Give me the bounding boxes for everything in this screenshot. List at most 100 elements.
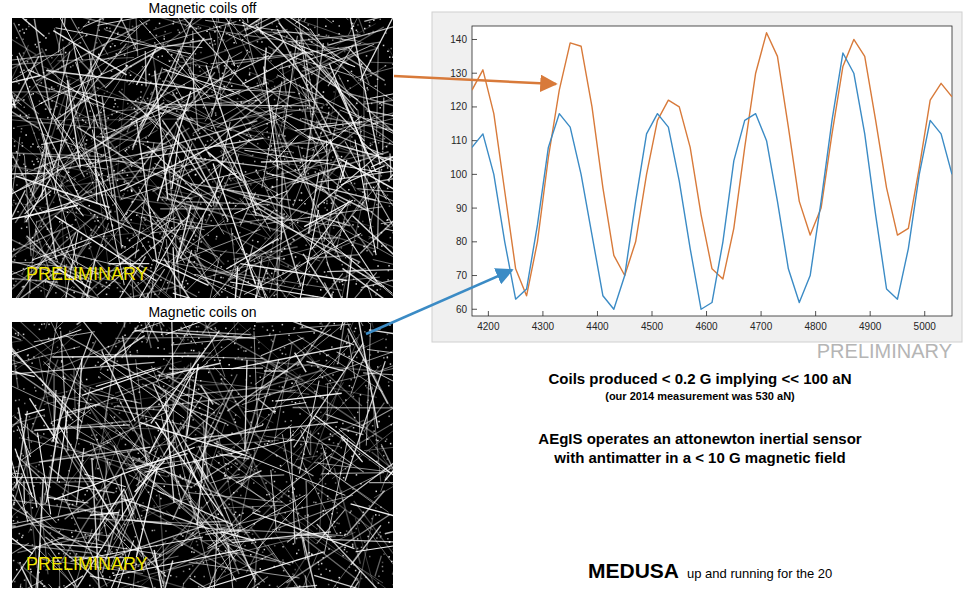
texture-speck xyxy=(76,212,78,214)
texture-line xyxy=(329,83,337,128)
texture-line xyxy=(261,18,265,34)
texture-speck xyxy=(384,224,386,226)
texture-speck xyxy=(339,235,341,237)
texture-speck xyxy=(155,85,157,87)
texture-speck xyxy=(383,45,385,47)
texture-speck xyxy=(86,139,88,141)
texture-line xyxy=(124,72,215,190)
background xyxy=(0,0,968,596)
texture-speck xyxy=(377,289,379,291)
texture-speck xyxy=(254,161,256,163)
texture-speck xyxy=(384,84,386,86)
texture-speck xyxy=(179,161,181,163)
texture-speck xyxy=(19,30,21,32)
texture-speck xyxy=(32,161,33,163)
texture-speck xyxy=(226,33,228,35)
texture-speck xyxy=(24,107,26,109)
texture-speck xyxy=(122,291,124,293)
texture-speck xyxy=(211,220,213,222)
texture-speck xyxy=(381,175,383,177)
texture-speck xyxy=(287,171,289,173)
texture-speck xyxy=(224,49,226,51)
texture-speck xyxy=(233,190,235,192)
texture-speck xyxy=(142,202,144,204)
texture-line xyxy=(244,233,361,294)
texture-speck xyxy=(200,157,202,159)
texture-speck xyxy=(90,213,92,215)
texture-speck xyxy=(304,203,306,205)
texture-line xyxy=(311,66,386,114)
texture-speck xyxy=(171,227,173,229)
texture-speck xyxy=(131,166,133,168)
texture-speck xyxy=(285,146,287,148)
texture-speck xyxy=(90,246,92,248)
texture-speck xyxy=(258,283,260,285)
texture-speck xyxy=(91,259,93,261)
texture-speck xyxy=(100,112,102,114)
texture-line xyxy=(94,114,97,204)
texture-line xyxy=(12,45,29,164)
texture-speck xyxy=(97,160,99,162)
texture-speck xyxy=(235,73,237,75)
texture-speck xyxy=(16,151,17,153)
texture-speck xyxy=(284,108,286,110)
texture-speck xyxy=(375,74,377,76)
texture-speck xyxy=(204,158,206,160)
texture-line xyxy=(249,72,274,82)
texture-speck xyxy=(45,104,47,106)
texture-speck xyxy=(372,31,374,33)
texture-speck xyxy=(212,44,214,46)
texture-line xyxy=(46,70,201,89)
texture-line xyxy=(256,26,364,141)
texture-speck xyxy=(357,124,359,126)
texture-speck xyxy=(41,82,43,84)
texture-speck xyxy=(292,152,294,154)
texture-speck xyxy=(198,292,200,294)
texture-speck xyxy=(122,172,124,174)
texture-speck xyxy=(150,82,152,84)
texture-line xyxy=(36,188,113,223)
texture-speck xyxy=(137,98,139,100)
texture-speck xyxy=(42,198,44,200)
texture-speck xyxy=(373,251,375,253)
texture-speck xyxy=(163,100,165,102)
texture-speck xyxy=(163,171,165,173)
texture-speck xyxy=(121,198,123,200)
texture-speck xyxy=(199,255,201,257)
texture-speck xyxy=(196,264,198,266)
texture-speck xyxy=(369,22,371,24)
texture-speck xyxy=(303,155,305,157)
texture-speck xyxy=(199,66,201,68)
texture-line xyxy=(52,18,169,19)
texture-speck xyxy=(12,278,14,280)
texture-speck xyxy=(151,151,153,153)
texture-speck xyxy=(376,281,378,283)
texture-speck xyxy=(182,281,184,283)
texture-speck xyxy=(126,65,128,67)
texture-speck xyxy=(34,247,36,249)
texture-speck xyxy=(118,78,120,80)
texture-line xyxy=(214,89,295,93)
texture-speck xyxy=(20,72,22,74)
texture-speck xyxy=(265,82,267,84)
texture-speck xyxy=(218,37,220,39)
texture-speck xyxy=(379,135,381,137)
texture-line xyxy=(297,182,380,282)
texture-speck xyxy=(92,165,94,167)
texture-speck xyxy=(111,114,113,116)
texture-speck xyxy=(231,71,233,73)
texture-speck xyxy=(164,173,166,175)
texture-speck xyxy=(88,160,90,162)
texture-speck xyxy=(185,252,187,254)
texture-speck xyxy=(111,135,113,137)
texture-speck xyxy=(163,288,165,290)
texture-speck xyxy=(376,204,378,206)
texture-speck xyxy=(199,271,201,273)
texture-speck xyxy=(25,19,27,21)
texture-line xyxy=(64,18,77,27)
texture-speck xyxy=(336,195,338,197)
texture-speck xyxy=(16,184,18,186)
texture-speck xyxy=(272,242,274,244)
texture-speck xyxy=(281,153,283,155)
texture-speck xyxy=(126,149,128,151)
